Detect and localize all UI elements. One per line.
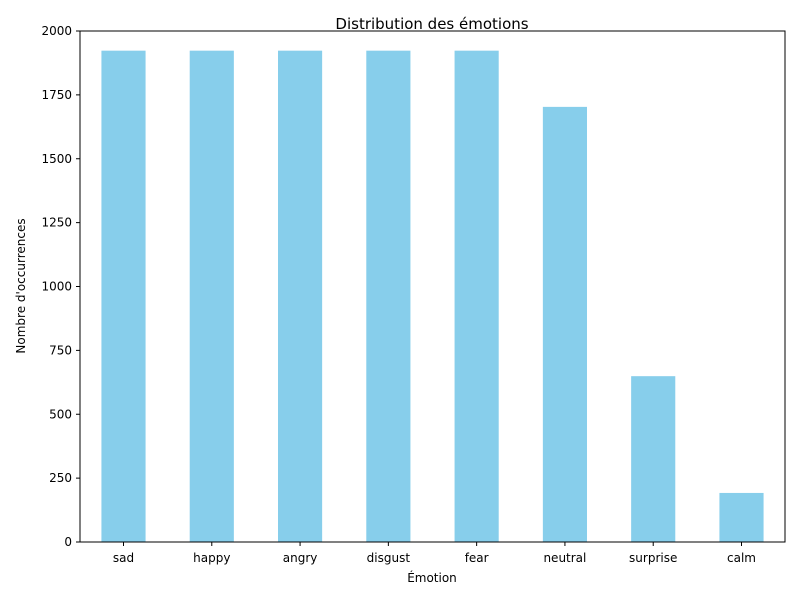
bar-disgust bbox=[366, 50, 411, 543]
y-axis-label: Nombre d'occurrences bbox=[14, 218, 28, 353]
y-tick-label: 1250 bbox=[41, 216, 72, 230]
x-tick-label: disgust bbox=[367, 551, 411, 565]
y-tick-label: 1750 bbox=[41, 88, 72, 102]
y-tick-label: 0 bbox=[64, 535, 72, 549]
y-tick-label: 1000 bbox=[41, 280, 72, 294]
x-tick-label: angry bbox=[283, 551, 318, 565]
y-tick-label: 1500 bbox=[41, 152, 72, 166]
x-tick-label: fear bbox=[465, 551, 489, 565]
x-axis: sad happy angry disgust fear neutral surprise c… bbox=[113, 542, 756, 565]
x-axis-label: Émotion bbox=[407, 570, 457, 585]
bar-fear bbox=[454, 50, 499, 543]
bar-angry bbox=[278, 50, 323, 543]
y-tick-label: 2000 bbox=[41, 24, 72, 38]
bars-group bbox=[101, 50, 764, 543]
bar-surprise bbox=[631, 376, 676, 542]
x-tick-label: sad bbox=[113, 551, 134, 565]
x-tick-label: surprise bbox=[629, 551, 677, 565]
bar-sad bbox=[101, 50, 146, 543]
bar-neutral bbox=[542, 106, 587, 542]
y-tick-label: 500 bbox=[49, 407, 72, 421]
x-tick-label: neutral bbox=[543, 551, 586, 565]
bar-happy bbox=[189, 50, 234, 543]
y-axis: 0 250 500 750 1000 1250 1500 1750 2000 bbox=[41, 24, 80, 549]
chart-title: Distribution des émotions bbox=[335, 15, 528, 33]
bar-calm bbox=[719, 492, 764, 542]
x-tick-label: happy bbox=[193, 551, 230, 565]
y-tick-label: 250 bbox=[49, 471, 72, 485]
x-tick-label: calm bbox=[727, 551, 756, 565]
y-tick-label: 750 bbox=[49, 343, 72, 357]
